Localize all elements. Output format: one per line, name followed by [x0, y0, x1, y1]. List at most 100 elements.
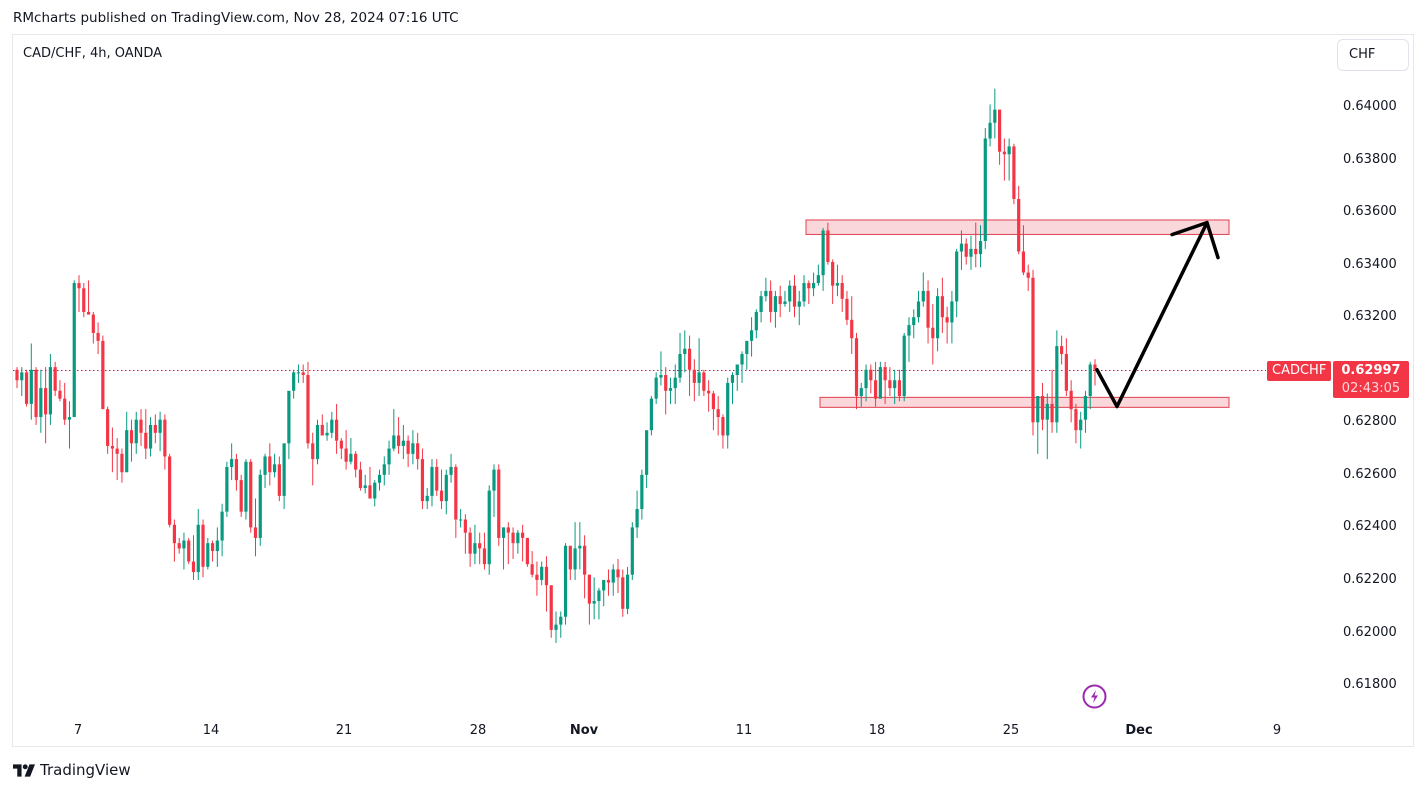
lightning-icon[interactable] [1082, 684, 1107, 709]
candle [578, 522, 582, 570]
candle [883, 361, 887, 404]
price-tick-label: 0.61800 [1343, 677, 1397, 693]
candle [287, 390, 291, 460]
candle [196, 509, 200, 580]
publish-line: RMcharts published on TradingView.com, N… [13, 10, 459, 26]
candle [940, 277, 944, 333]
candle [554, 611, 558, 644]
candle [206, 537, 210, 570]
candle [745, 340, 749, 370]
candle [249, 459, 253, 533]
price-tick-label: 0.62800 [1343, 414, 1397, 430]
candle [716, 396, 720, 436]
chart-frame[interactable] [12, 34, 1414, 747]
candle [20, 367, 24, 397]
time-tick-label: Nov [569, 723, 599, 738]
candle [1088, 361, 1092, 410]
candle [416, 432, 420, 470]
candle [411, 430, 415, 465]
candle [955, 248, 959, 318]
last-price-value: 0.62997 [1341, 363, 1401, 378]
candle [482, 532, 487, 570]
candle [15, 367, 19, 389]
candle [454, 464, 458, 538]
candle [210, 540, 215, 562]
candle [396, 417, 401, 454]
candle [897, 369, 902, 402]
candle [330, 411, 334, 439]
time-tick-label: 18 [868, 723, 886, 738]
candle [1050, 369, 1054, 433]
candle [468, 527, 472, 567]
candle [726, 377, 730, 449]
candle [563, 543, 568, 625]
candle [635, 490, 639, 538]
candle [1060, 335, 1064, 365]
projection-arrow [1095, 220, 1220, 409]
candle [63, 382, 67, 425]
candle [191, 535, 196, 580]
candle [912, 309, 916, 339]
support-zone[interactable] [819, 396, 1230, 408]
candle [215, 527, 219, 567]
candle [234, 453, 239, 491]
candle [645, 430, 649, 488]
candle [263, 453, 267, 488]
candle [907, 317, 911, 362]
candle [535, 561, 539, 596]
candle [1045, 393, 1049, 460]
footer-brand[interactable]: TradingView [13, 761, 131, 779]
candle [630, 522, 634, 580]
candle [1007, 138, 1011, 181]
symbol-legend[interactable]: CAD/CHF, 4h, OANDA [23, 46, 163, 61]
candle [444, 469, 448, 515]
candle [935, 288, 940, 352]
candle [583, 535, 587, 599]
candle [48, 353, 52, 425]
candle [306, 361, 310, 449]
candle [1012, 143, 1016, 205]
candle [292, 369, 296, 399]
candle [754, 309, 758, 339]
candle [659, 351, 663, 386]
candle [239, 474, 243, 517]
candle [664, 367, 668, 415]
candle [67, 401, 72, 449]
candle [616, 558, 620, 594]
footer-brand-label: TradingView [40, 761, 131, 779]
candle [134, 411, 138, 454]
candle [764, 277, 768, 302]
candle [687, 335, 692, 397]
currency-button[interactable]: CHF [1337, 39, 1409, 71]
candle [101, 335, 105, 410]
candle [24, 369, 29, 407]
candle [449, 453, 453, 483]
candle [807, 280, 811, 305]
candle [769, 280, 773, 323]
candle [950, 290, 954, 344]
candle [893, 369, 897, 404]
candle [869, 364, 873, 394]
candle [540, 561, 544, 586]
candle [425, 487, 429, 510]
price-tick-label: 0.62000 [1343, 624, 1397, 640]
candle [983, 128, 987, 249]
last-price-symbol-tag: CADCHF [1267, 361, 1332, 381]
candle [873, 361, 878, 407]
candle [945, 306, 949, 344]
candle [368, 466, 372, 499]
candle [148, 417, 153, 457]
candle [187, 537, 191, 565]
candle [559, 611, 563, 638]
time-tick-label: 14 [202, 723, 220, 738]
candle [153, 414, 157, 444]
candle [459, 509, 463, 528]
candle [978, 225, 983, 268]
candle [816, 264, 820, 286]
candle [1031, 269, 1035, 436]
candle [840, 275, 844, 312]
candle [1064, 338, 1068, 397]
candle [463, 514, 467, 554]
candle [959, 230, 964, 270]
